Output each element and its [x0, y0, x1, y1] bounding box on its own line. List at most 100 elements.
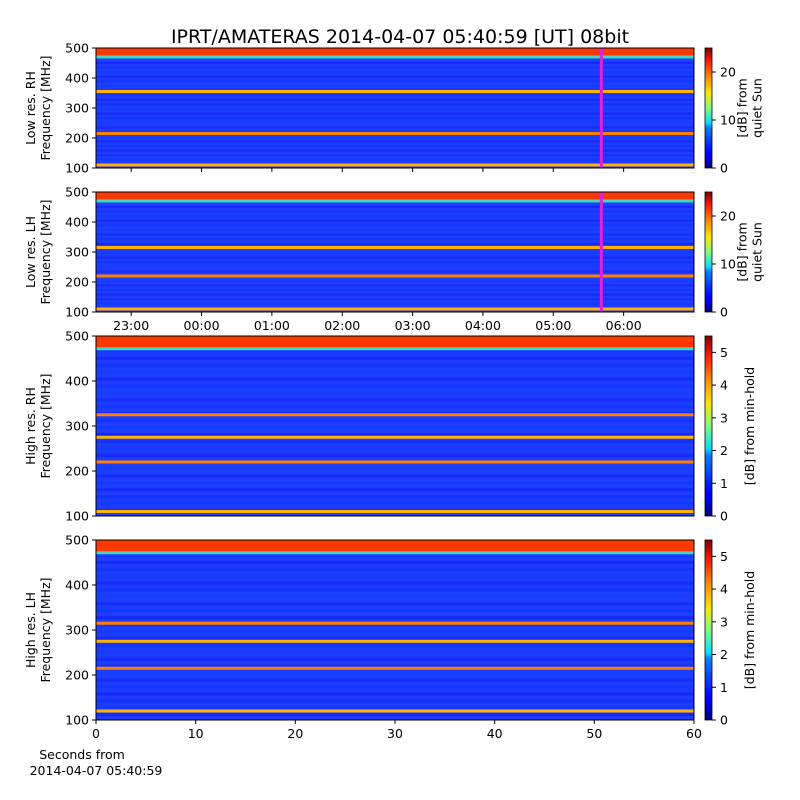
colorbar-label: quiet Sun	[750, 78, 765, 138]
colorbar-tick-label: 3	[720, 410, 728, 425]
noise-stripe	[96, 439, 694, 443]
colorbar-tick-label: 2	[720, 647, 728, 662]
band-120-mhz	[96, 709, 694, 713]
y-axis-label: Low res. RH	[23, 71, 38, 145]
band-275-mhz	[96, 435, 694, 439]
noise-stripe	[96, 405, 694, 409]
band-315-mhz	[96, 621, 694, 625]
y-axis-label: High res. LH	[23, 592, 38, 668]
noise-stripe	[96, 636, 694, 641]
colorbar-label: [dB] from	[735, 222, 750, 281]
noise-stripe	[96, 699, 694, 703]
noise-stripe	[96, 650, 694, 654]
y-axis-label: Frequency [MHz]	[38, 55, 53, 160]
band-275-mhz	[96, 639, 694, 643]
y-tick-label: 200	[65, 464, 89, 479]
band-edge	[96, 55, 694, 59]
noise-stripe	[96, 252, 694, 255]
colorbar-tick-label: 20	[720, 65, 736, 80]
noise-stripe	[96, 80, 694, 83]
noise-stripe	[96, 242, 694, 245]
band-485-mhz	[96, 192, 694, 200]
y-tick-label: 200	[65, 275, 89, 290]
noise-stripe	[96, 121, 694, 124]
colorbar-tick-label: 1	[720, 476, 728, 491]
colorbar-tick-label: 4	[720, 378, 728, 393]
noise-stripe	[96, 71, 694, 74]
band-315-mhz	[96, 246, 694, 249]
band-edge	[96, 551, 694, 555]
noise-stripe	[96, 481, 694, 485]
y-tick-label: 500	[65, 185, 89, 200]
noise-stripe	[96, 140, 694, 143]
colorbar	[704, 539, 713, 721]
band-110-mhz	[96, 163, 694, 167]
noise-stripe	[96, 270, 694, 273]
band-485-mhz	[96, 48, 694, 56]
noise-stripe	[96, 495, 694, 499]
noise-stripe	[96, 432, 694, 437]
y-tick-label: 100	[65, 509, 89, 524]
noise-stripe	[96, 581, 694, 585]
noise-stripe	[96, 66, 694, 69]
noise-stripe	[96, 84, 694, 87]
noise-stripe	[96, 108, 694, 111]
plot-area	[96, 48, 694, 168]
noise-stripe	[96, 502, 694, 506]
plot-area	[96, 336, 694, 516]
noise-stripe	[96, 135, 694, 138]
noise-stripe	[96, 553, 694, 557]
noise-stripe	[96, 630, 694, 634]
noise-stripe	[96, 588, 694, 592]
noise-stripe	[96, 356, 694, 360]
y-tick-label: 500	[65, 533, 89, 548]
noise-stripe	[96, 474, 694, 478]
x-tick-label: 60	[686, 726, 702, 741]
colorbar-tick-label: 5	[720, 549, 728, 564]
colorbar-tick-label: 10	[720, 257, 736, 272]
y-axis-label: Low res. LH	[23, 216, 38, 288]
noise-stripe	[96, 616, 694, 620]
colorbar	[704, 335, 713, 517]
x-tick-label: 40	[487, 726, 503, 741]
colorbar-tick-label: 4	[720, 582, 728, 597]
x-axis-label: Seconds from	[39, 747, 125, 762]
noise-stripe	[96, 98, 694, 101]
band-220-mhz	[96, 274, 694, 278]
noise-stripe	[96, 238, 694, 241]
colorbar-tick-label: 0	[720, 305, 728, 320]
noise-stripe	[96, 288, 694, 291]
x-tick-label: 50	[586, 726, 602, 741]
noise-stripe	[96, 349, 694, 353]
band-edge	[96, 199, 694, 203]
x-tick-label: 10	[188, 726, 204, 741]
noise-stripe	[96, 567, 694, 571]
noise-stripe	[96, 144, 694, 147]
y-tick-label: 400	[65, 374, 89, 389]
colorbar-label: [dB] from min-hold	[742, 367, 757, 485]
y-tick-label: 100	[65, 161, 89, 176]
noise-stripe	[96, 685, 694, 689]
band-110-mhz	[96, 510, 694, 513]
x-tick-label: 23:00	[113, 318, 149, 333]
high-res-rh-panel: 100 200 300 400 500 High res. RH Frequency [MH…	[23, 329, 757, 524]
noise-stripe	[96, 279, 694, 282]
colorbar-tick-label: 0	[720, 509, 728, 524]
noise-stripe	[96, 574, 694, 578]
band-215-mhz	[96, 666, 694, 670]
y-tick-label: 200	[65, 668, 89, 683]
noise-stripe	[96, 112, 694, 115]
y-tick-label: 300	[65, 245, 89, 260]
noise-stripe	[96, 609, 694, 613]
x-tick-label: 20	[287, 726, 303, 741]
y-tick-label: 300	[65, 623, 89, 638]
x-tick-label: 04:00	[465, 318, 501, 333]
y-tick-label: 400	[65, 215, 89, 230]
plot-area	[96, 192, 694, 312]
noise-texture	[96, 540, 694, 717]
y-tick-label: 200	[65, 131, 89, 146]
